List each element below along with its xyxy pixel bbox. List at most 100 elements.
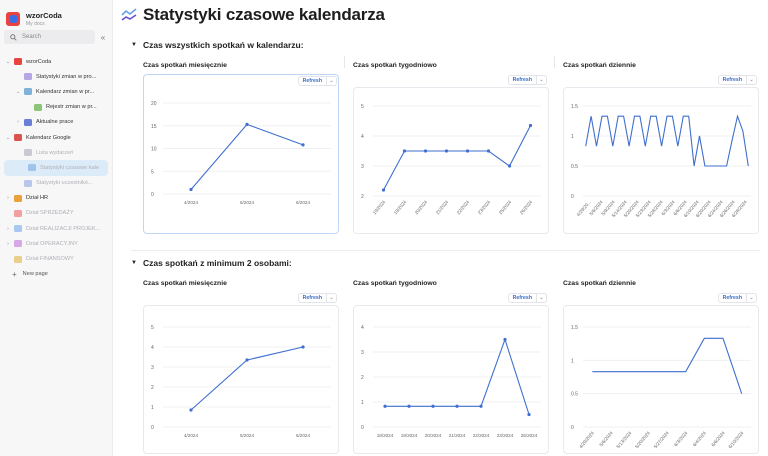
chevron-right-icon[interactable]: › <box>7 225 9 232</box>
chart-plot: 0 0.5 1 1.5 4/29/2024 5/6/2024 5/13/2024 5/20/2… <box>571 325 751 449</box>
svg-text:6/2024: 6/2024 <box>296 200 310 205</box>
collapse-triangle-icon: ▼ <box>131 260 137 266</box>
sidebar-item[interactable]: › Dział REALIZACJI PROJEK... <box>0 221 112 236</box>
new-page-label: New page <box>22 271 48 278</box>
svg-text:3: 3 <box>361 164 364 170</box>
refresh-options-chevron-icon[interactable]: ⌄ <box>329 78 334 84</box>
svg-text:19/2024: 19/2024 <box>393 199 408 215</box>
workspace-switcher[interactable]: wzorCoda My docs <box>0 0 112 30</box>
workspace-logo-icon <box>6 11 20 26</box>
sidebar-item-label: Statystyki zmian w pro... <box>36 73 97 80</box>
chevron-down-icon[interactable]: ⌄ <box>15 88 21 95</box>
refresh-button[interactable]: Refresh <box>719 294 747 302</box>
svg-text:6/3/2024: 6/3/2024 <box>673 430 689 447</box>
chevron-right-icon[interactable]: › <box>7 240 9 247</box>
refresh-options-chevron-icon[interactable]: ⌄ <box>749 295 754 301</box>
svg-text:1: 1 <box>571 134 574 140</box>
line-chart[interactable] <box>143 305 339 454</box>
page-icon <box>14 194 22 202</box>
sidebar-item[interactable]: › Dział OPERACYJNY <box>0 236 112 251</box>
sidebar-item[interactable]: Dział FINANSOWY <box>0 251 112 266</box>
search-input[interactable]: Search <box>4 30 95 44</box>
svg-text:5/27/2024: 5/27/2024 <box>653 430 670 449</box>
svg-text:4/2024: 4/2024 <box>184 200 198 205</box>
svg-text:3: 3 <box>361 350 364 356</box>
page-icon <box>14 58 22 66</box>
line-chart[interactable] <box>563 305 759 454</box>
page-icon <box>28 164 36 172</box>
svg-text:10: 10 <box>151 147 157 153</box>
sidebar-item-label: Rejestr zmian w pr... <box>46 104 97 111</box>
svg-text:21/2024: 21/2024 <box>449 433 466 438</box>
refresh-button-group: Refresh ⌄ <box>297 293 337 303</box>
svg-text:15: 15 <box>151 124 157 130</box>
page-icon <box>24 73 32 81</box>
collapse-triangle-icon: ▼ <box>131 42 137 48</box>
svg-text:0: 0 <box>571 425 574 431</box>
sidebar-item[interactable]: Dział SPRZEDAŻY <box>0 206 112 221</box>
chevron-right-icon[interactable]: › <box>7 195 9 202</box>
svg-text:1.5: 1.5 <box>571 325 578 331</box>
sidebar-item-label: Kalendarz zmian w pr... <box>36 88 95 95</box>
page-tree: ⌄ wzorCoda Statystyki zmian w pro... ⌄ Kalen… <box>0 54 112 267</box>
refresh-button[interactable]: Refresh <box>509 76 537 84</box>
section-toggle-min-2-people[interactable]: ▼ Czas spotkań z minimum 2 osobami: <box>131 258 292 268</box>
refresh-options-chevron-icon[interactable]: ⌄ <box>749 77 754 83</box>
chart-title: Czas spotkań dziennie <box>563 280 636 287</box>
page-icon <box>24 179 32 187</box>
search-placeholder: Search <box>22 34 42 40</box>
svg-text:20/2024: 20/2024 <box>425 433 442 438</box>
sidebar-item-label: Statystyki uczestnikó... <box>36 180 93 187</box>
chart-card: Czas spotkań tygodniowo Refresh ⌄ 2 3 4 5 18/20… <box>353 62 549 237</box>
chevron-down-icon[interactable]: ⌄ <box>5 134 11 141</box>
sidebar-item[interactable]: Lista wydarzeń <box>0 145 112 160</box>
chevron-down-icon[interactable]: ⌄ <box>5 58 11 65</box>
svg-text:5/20/2024: 5/20/2024 <box>634 430 651 449</box>
svg-text:0: 0 <box>571 194 574 200</box>
workspace-name: wzorCoda <box>26 10 62 20</box>
page-icon <box>14 134 22 142</box>
refresh-button[interactable]: Refresh <box>299 77 327 85</box>
collapse-sidebar-button[interactable]: « <box>100 32 106 42</box>
refresh-button[interactable]: Refresh <box>719 76 747 84</box>
refresh-options-chevron-icon[interactable]: ⌄ <box>539 77 544 83</box>
svg-text:25/2024: 25/2024 <box>498 199 513 215</box>
refresh-options-chevron-icon[interactable]: ⌄ <box>539 295 544 301</box>
svg-text:0: 0 <box>151 192 154 198</box>
line-chart[interactable] <box>143 74 339 234</box>
sidebar-item-label: Kalendarz Google <box>26 134 71 141</box>
section-toggle-all-meetings[interactable]: ▼ Czas wszystkich spotkań w kalendarzu: <box>131 40 304 50</box>
sidebar-item[interactable]: Statystyki zmian w pro... <box>0 69 112 84</box>
refresh-options-chevron-icon[interactable]: ⌄ <box>329 295 334 301</box>
sidebar-item[interactable]: Statystyki uczestnikó... <box>0 176 112 191</box>
section-heading: Czas wszystkich spotkań w kalendarzu: <box>142 40 304 50</box>
sidebar-item-label: Dział SPRZEDAŻY <box>26 210 74 217</box>
sidebar-item[interactable]: › Dział HR <box>0 191 112 206</box>
svg-text:1.5: 1.5 <box>571 104 578 110</box>
line-chart[interactable] <box>353 305 549 454</box>
svg-text:20: 20 <box>151 101 157 107</box>
plus-icon: + <box>12 269 17 279</box>
chart-plot: 0 5 10 15 20 4/2024 5/2024 6/2024 <box>151 101 331 205</box>
refresh-button[interactable]: Refresh <box>299 294 327 302</box>
svg-text:23/2024: 23/2024 <box>497 433 514 438</box>
sidebar-item[interactable]: ⌄ wzorCoda <box>0 54 112 69</box>
sidebar-item[interactable]: ⌄ Kalendarz Google <box>0 130 112 145</box>
sidebar-item[interactable]: Statystyki czasowe kale <box>4 160 108 176</box>
page-icon <box>14 225 22 233</box>
line-chart[interactable] <box>563 87 759 234</box>
sidebar-item-label: Dział REALIZACJI PROJEK... <box>26 225 101 232</box>
page-icon <box>14 209 22 217</box>
line-chart[interactable] <box>353 87 549 234</box>
sidebar-item[interactable]: › Aktualne prace <box>0 115 112 130</box>
chevron-right-icon[interactable]: › <box>17 119 19 126</box>
refresh-button[interactable]: Refresh <box>509 294 537 302</box>
page-title: Statystyki czasowe kalendarza <box>143 5 385 24</box>
chart-plot: 2 3 4 5 18/2024 19/2024 20/2024 21/2024 22/2024 2… <box>361 104 541 215</box>
refresh-button-group: Refresh ⌄ <box>297 76 337 86</box>
new-page-button[interactable]: + New page <box>0 267 112 282</box>
column-divider <box>344 56 345 68</box>
sidebar-item[interactable]: ⌄ Kalendarz zmian w pr... <box>0 84 112 99</box>
refresh-button-group: Refresh ⌄ <box>507 293 547 303</box>
sidebar-item[interactable]: Rejestr zmian w pr... <box>0 100 112 115</box>
